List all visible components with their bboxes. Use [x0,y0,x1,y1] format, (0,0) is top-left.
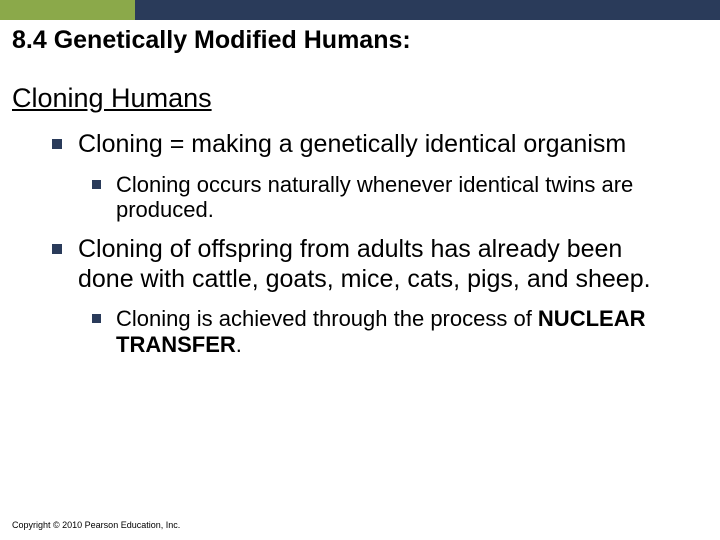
list-item: Cloning occurs naturally whenever identi… [92,172,680,224]
slide-content: Cloning = making a genetically identical… [0,114,720,358]
bullet-list-lvl2: Cloning occurs naturally whenever identi… [92,172,680,224]
list-item-text-suffix: . [236,332,242,357]
slide-subtitle: Cloning Humans [0,55,720,114]
top-accent-bar [0,0,720,20]
list-item: Cloning of offspring from adults has alr… [50,235,680,358]
list-item-text: Cloning occurs naturally whenever identi… [116,172,633,223]
top-accent-green [0,0,135,20]
copyright-text: Copyright © 2010 Pearson Education, Inc. [12,520,180,530]
list-item: Cloning is achieved through the process … [92,306,680,358]
list-item: Cloning = making a genetically identical… [50,130,680,223]
list-item-text: Cloning = making a genetically identical… [78,130,626,158]
top-accent-navy [135,0,720,20]
bullet-list-lvl1: Cloning = making a genetically identical… [50,130,680,358]
list-item-text: Cloning of offspring from adults has alr… [78,235,651,293]
list-item-text-prefix: Cloning is achieved through the process … [116,306,538,331]
bullet-list-lvl2: Cloning is achieved through the process … [92,306,680,358]
section-title: 8.4 Genetically Modified Humans: [0,20,720,55]
